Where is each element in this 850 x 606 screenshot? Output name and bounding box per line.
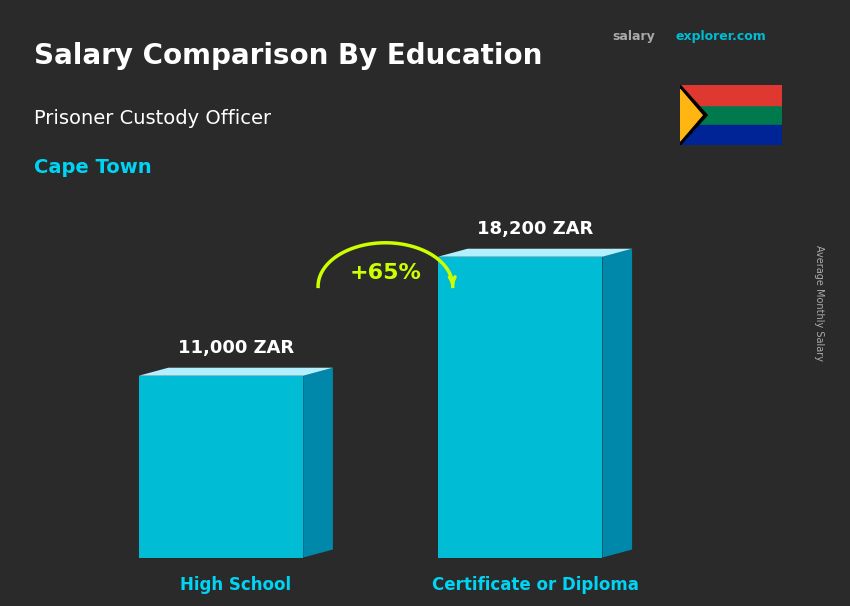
- Polygon shape: [438, 248, 632, 257]
- Polygon shape: [438, 257, 603, 558]
- Polygon shape: [680, 85, 782, 105]
- Text: Certificate or Diploma: Certificate or Diploma: [432, 576, 638, 594]
- Text: +65%: +65%: [349, 264, 422, 284]
- Polygon shape: [603, 248, 632, 558]
- Polygon shape: [139, 368, 333, 376]
- Text: salary: salary: [612, 30, 654, 43]
- Polygon shape: [680, 85, 782, 145]
- Polygon shape: [680, 89, 702, 141]
- Polygon shape: [680, 85, 707, 145]
- Polygon shape: [303, 368, 333, 558]
- Text: Prisoner Custody Officer: Prisoner Custody Officer: [34, 109, 271, 128]
- Text: Salary Comparison By Education: Salary Comparison By Education: [34, 42, 542, 70]
- Text: explorer.com: explorer.com: [676, 30, 767, 43]
- Text: 11,000 ZAR: 11,000 ZAR: [178, 339, 294, 357]
- Text: 18,200 ZAR: 18,200 ZAR: [477, 220, 593, 238]
- Polygon shape: [139, 376, 303, 558]
- Text: Cape Town: Cape Town: [34, 158, 151, 176]
- Text: Average Monthly Salary: Average Monthly Salary: [814, 245, 824, 361]
- Polygon shape: [680, 125, 782, 145]
- Text: High School: High School: [180, 576, 292, 594]
